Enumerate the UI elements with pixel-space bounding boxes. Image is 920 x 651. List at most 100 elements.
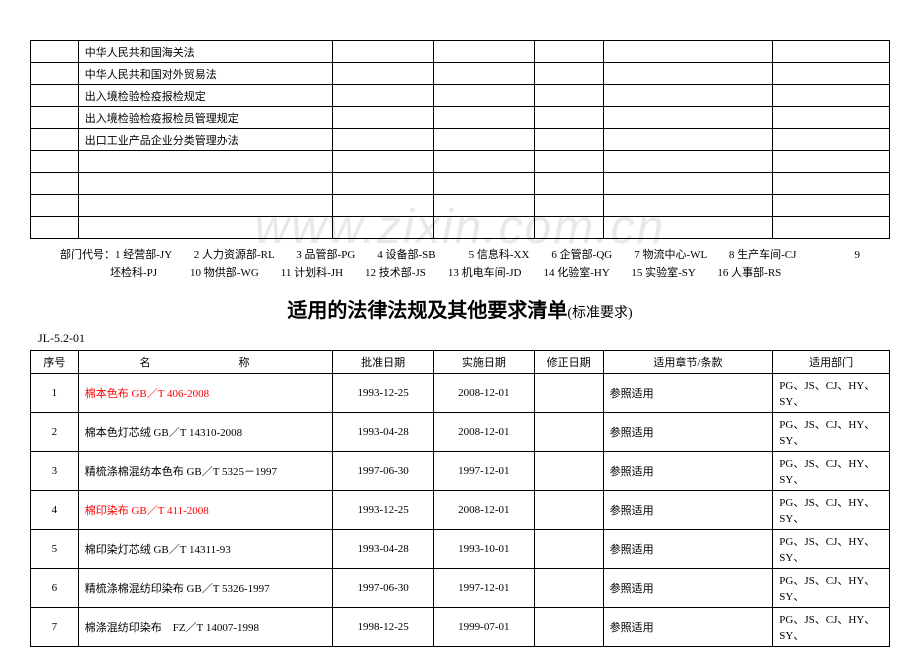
cell-revise <box>534 530 603 569</box>
cell-name: 出口工业产品企业分类管理办法 <box>78 129 333 151</box>
doc-code: JL-5.2-01 <box>30 331 890 346</box>
cell-dept: PG、JS、CJ、HY、SY、 <box>773 569 890 608</box>
cell-impl: 2008-12-01 <box>433 413 534 452</box>
cell <box>31 129 79 151</box>
cell-revise <box>534 374 603 413</box>
dept-legend-line1a: 部门代号：1 经营部-JY 2 人力资源部-RL 3 品管部-PG 4 设备部-… <box>60 249 796 261</box>
table-row <box>31 195 890 217</box>
th-impl: 实施日期 <box>433 351 534 374</box>
table-row <box>31 151 890 173</box>
cell-chapter: 参照适用 <box>603 530 773 569</box>
cell-dept: PG、JS、CJ、HY、SY、 <box>773 374 890 413</box>
cell-impl: 1999-07-01 <box>433 608 534 647</box>
table-row: 中华人民共和国对外贸易法 <box>31 63 890 85</box>
th-chapter: 适用章节/条款 <box>603 351 773 374</box>
cell <box>433 195 534 217</box>
cell-dept: PG、JS、CJ、HY、SY、 <box>773 491 890 530</box>
cell-seq: 3 <box>31 452 79 491</box>
dept-legend-line2: 坯检科-PJ 10 物供部-WG 11 计划科-JH 12 技术部-JS 13 … <box>60 265 890 283</box>
table-row: 出口工业产品企业分类管理办法 <box>31 129 890 151</box>
cell <box>603 217 773 239</box>
table-row: 1棉本色布 GB／T 406-20081993-12-252008-12-01参… <box>31 374 890 413</box>
cell-name: 棉印染布 GB／T 411-2008 <box>78 491 333 530</box>
cell-chapter: 参照适用 <box>603 452 773 491</box>
cell <box>773 63 890 85</box>
cell <box>773 195 890 217</box>
cell <box>433 173 534 195</box>
cell-impl: 2008-12-01 <box>433 374 534 413</box>
cell-name: 棉本色布 GB／T 406-2008 <box>78 374 333 413</box>
cell-seq: 2 <box>31 413 79 452</box>
cell-name <box>78 217 333 239</box>
cell <box>333 63 434 85</box>
cell-seq: 1 <box>31 374 79 413</box>
cell-name: 中华人民共和国对外贸易法 <box>78 63 333 85</box>
cell <box>31 217 79 239</box>
cell-impl: 2008-12-01 <box>433 491 534 530</box>
cell-impl: 1997-12-01 <box>433 452 534 491</box>
cell <box>31 151 79 173</box>
cell-chapter: 参照适用 <box>603 413 773 452</box>
cell-impl: 1993-10-01 <box>433 530 534 569</box>
cell <box>333 151 434 173</box>
cell-approve: 1993-04-28 <box>333 530 434 569</box>
cell-revise <box>534 608 603 647</box>
cell <box>31 63 79 85</box>
table-row: 2棉本色灯芯绒 GB／T 14310-20081993-04-282008-12… <box>31 413 890 452</box>
table-row: 7棉涤混纺印染布 FZ／T 14007-19981998-12-251999-0… <box>31 608 890 647</box>
cell-name: 中华人民共和国海关法 <box>78 41 333 63</box>
cell <box>603 107 773 129</box>
th-revise: 修正日期 <box>534 351 603 374</box>
cell <box>31 85 79 107</box>
top-table: 中华人民共和国海关法中华人民共和国对外贸易法出入境检验检疫报检规定出入境检验检疫… <box>30 40 890 239</box>
main-table: 序号 名 称 批准日期 实施日期 修正日期 适用章节/条款 适用部门 1棉本色布… <box>30 350 890 647</box>
cell-seq: 4 <box>31 491 79 530</box>
cell <box>333 129 434 151</box>
cell <box>603 195 773 217</box>
cell-approve: 1997-06-30 <box>333 569 434 608</box>
cell <box>333 107 434 129</box>
th-dept: 适用部门 <box>773 351 890 374</box>
cell <box>603 85 773 107</box>
cell <box>333 195 434 217</box>
cell <box>773 85 890 107</box>
table-row: 3精梳涤棉混纺本色布 GB／T 5325－19971997-06-301997-… <box>31 452 890 491</box>
cell-approve: 1997-06-30 <box>333 452 434 491</box>
cell <box>433 63 534 85</box>
th-seq: 序号 <box>31 351 79 374</box>
cell-revise <box>534 413 603 452</box>
cell <box>603 63 773 85</box>
cell-name <box>78 195 333 217</box>
table-row: 5棉印染灯芯绒 GB／T 14311-931993-04-281993-10-0… <box>31 530 890 569</box>
heading-sub: (标准要求) <box>567 306 632 321</box>
cell-approve: 1993-04-28 <box>333 413 434 452</box>
cell-impl: 1997-12-01 <box>433 569 534 608</box>
cell <box>333 217 434 239</box>
table-row: 出入境检验检疫报检规定 <box>31 85 890 107</box>
cell <box>534 63 603 85</box>
cell <box>773 217 890 239</box>
cell <box>534 85 603 107</box>
table-row <box>31 217 890 239</box>
cell <box>534 173 603 195</box>
cell-name: 精梳涤棉混纺印染布 GB／T 5326-1997 <box>78 569 333 608</box>
cell-revise <box>534 452 603 491</box>
th-name: 名 称 <box>78 351 333 374</box>
cell <box>773 151 890 173</box>
cell <box>773 107 890 129</box>
cell <box>534 217 603 239</box>
cell-chapter: 参照适用 <box>603 608 773 647</box>
cell-approve: 1998-12-25 <box>333 608 434 647</box>
cell <box>773 173 890 195</box>
heading: 适用的法律法规及其他要求清单(标准要求) <box>30 294 890 323</box>
cell <box>433 129 534 151</box>
cell-dept: PG、JS、CJ、HY、SY、 <box>773 452 890 491</box>
cell-chapter: 参照适用 <box>603 569 773 608</box>
cell-name: 精梳涤棉混纺本色布 GB／T 5325－1997 <box>78 452 333 491</box>
cell <box>31 195 79 217</box>
cell-name <box>78 151 333 173</box>
cell <box>603 173 773 195</box>
cell <box>603 151 773 173</box>
cell <box>534 41 603 63</box>
cell-dept: PG、JS、CJ、HY、SY、 <box>773 530 890 569</box>
